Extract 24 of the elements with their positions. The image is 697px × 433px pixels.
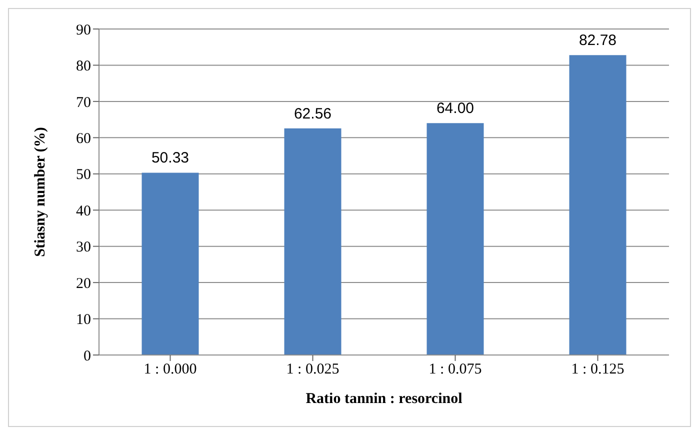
y-tick-label: 30: [76, 240, 91, 256]
data-label: 64.00: [436, 100, 474, 118]
x-axis-title: Ratio tannin : resorcinol: [306, 391, 462, 407]
y-tick-label: 90: [76, 22, 91, 38]
bar: [142, 172, 199, 355]
y-tick-label: 20: [76, 276, 91, 292]
y-tick-label: 0: [84, 348, 91, 364]
bar: [284, 128, 342, 355]
data-label: 62.56: [294, 105, 332, 122]
data-label: 82.78: [578, 32, 617, 50]
data-label: 50.33: [151, 150, 190, 167]
y-tick-label: 50: [76, 167, 91, 184]
x-tick-label: 1 : 0.025: [286, 362, 340, 378]
x-tick-label: 1 : 0.075: [428, 362, 482, 378]
y-tick-label: 40: [76, 203, 91, 220]
y-tick-label: 70: [76, 94, 91, 111]
x-tick-label: 1 : 0.125: [571, 362, 624, 378]
y-tick-label: 80: [76, 58, 91, 75]
bar: [569, 55, 626, 355]
bar: [426, 123, 484, 355]
y-tick-label: 10: [76, 312, 91, 328]
x-tick-label: 1 : 0.000: [144, 362, 197, 378]
y-axis-title: Stiasny number (%): [32, 127, 48, 257]
y-tick-label: 60: [76, 130, 91, 147]
